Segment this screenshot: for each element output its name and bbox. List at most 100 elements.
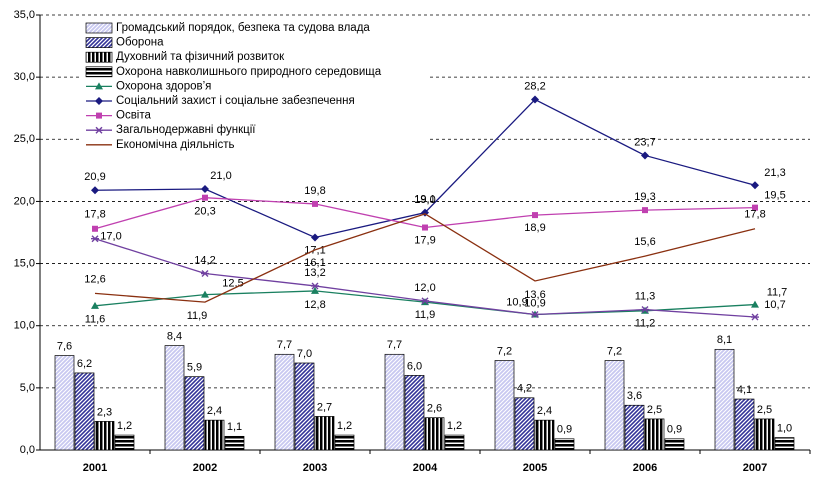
legend-label: Освіта [116,110,151,122]
y-tick-label: 0,0 [20,444,35,456]
point [641,306,649,314]
x-tick-label: 2003 [303,462,327,474]
data-label: 17,8 [744,209,765,221]
data-label: 21,0 [210,170,231,182]
bar [294,362,315,451]
data-label: 6,2 [77,358,92,370]
data-label: 7,0 [297,348,312,360]
bar [644,418,665,451]
bar [734,398,755,451]
bar [534,419,555,451]
legend-swatch [85,51,113,63]
point [311,282,319,290]
legend-label: Духовний та фізичний розвиток [116,51,285,63]
point [751,313,759,321]
point [91,235,99,243]
bar [554,438,575,451]
point [751,300,759,308]
data-label: 11,3 [635,290,656,302]
data-label: 2,4 [207,405,222,417]
data-label: 10,9 [506,296,527,308]
data-label: 8,4 [167,331,182,343]
data-label: 20,9 [84,171,105,183]
legend: Громадський порядок, безпека та судова в… [82,18,427,151]
legend-label: Економічна діяльність [116,139,234,151]
data-label: 8,1 [717,334,732,346]
point [642,207,648,214]
point [752,204,758,211]
data-label: 12,5 [222,278,243,290]
point [312,200,318,207]
data-label: 19,5 [764,190,785,202]
data-label: 7,6 [57,340,72,352]
data-label: 4,1 [737,384,752,396]
y-tick-label: 15,0 [14,257,35,269]
bar [754,418,775,451]
data-label: 19,1 [414,194,435,206]
bar [114,434,135,451]
data-label: 11,2 [635,318,656,330]
data-label: 2,6 [427,403,442,415]
legend-swatch [85,22,113,34]
data-label: 1,2 [117,420,132,432]
bar [444,434,465,451]
data-label: 2,5 [757,404,772,416]
point [311,233,319,242]
legend-marker [95,82,103,90]
data-label: 18,9 [524,222,545,234]
data-label: 20,3 [194,206,215,218]
point [751,181,759,190]
data-label: 4,2 [517,383,532,395]
legend-swatch [85,66,113,78]
data-label: 16,1 [304,257,325,269]
data-label: 12,0 [414,282,435,294]
data-label: 7,2 [607,345,622,357]
data-label: 14,2 [194,254,215,266]
point [421,297,429,305]
point [201,290,209,298]
legend-marker [95,126,103,134]
data-label: 0,9 [557,424,572,436]
point [641,151,649,160]
data-label: 11,9 [415,309,436,321]
bar [514,397,535,451]
point [532,212,538,219]
data-label: 13,6 [524,289,545,301]
data-label: 7,2 [497,345,512,357]
x-tick-label: 2005 [523,462,547,474]
x-tick-label: 2007 [743,462,767,474]
bar [604,360,625,451]
legend-label: Громадський порядок, безпека та судова в… [116,22,370,34]
point [531,95,539,104]
data-label: 5,9 [187,362,202,374]
bar [714,348,735,451]
x-tick-label: 2002 [193,462,217,474]
bar [404,375,425,451]
data-label: 1,2 [447,420,462,432]
point [91,301,99,309]
data-label: 28,2 [524,80,545,92]
bar [204,419,225,451]
bar [664,438,685,451]
data-label: 19,0 [414,194,435,206]
bar [494,360,515,451]
data-label: 1,1 [227,421,242,433]
data-label: 7,7 [387,339,402,351]
data-label: 10,9 [524,297,545,309]
data-label: 11,6 [85,314,106,326]
bar [94,421,115,451]
data-label: 15,6 [634,236,655,248]
point [201,270,209,278]
bar [334,434,355,451]
data-label: 10,7 [764,299,785,311]
data-label: 11,9 [187,310,208,322]
bar [184,376,205,451]
legend-box [82,18,427,150]
y-tick-label: 10,0 [14,320,35,332]
legend-label: Оборона [116,37,164,49]
x-tick-label: 2006 [633,462,657,474]
x-tick-label: 2001 [83,462,107,474]
data-label: 17,0 [100,231,121,243]
y-tick-label: 5,0 [20,382,35,394]
data-label: 19,3 [634,191,655,203]
